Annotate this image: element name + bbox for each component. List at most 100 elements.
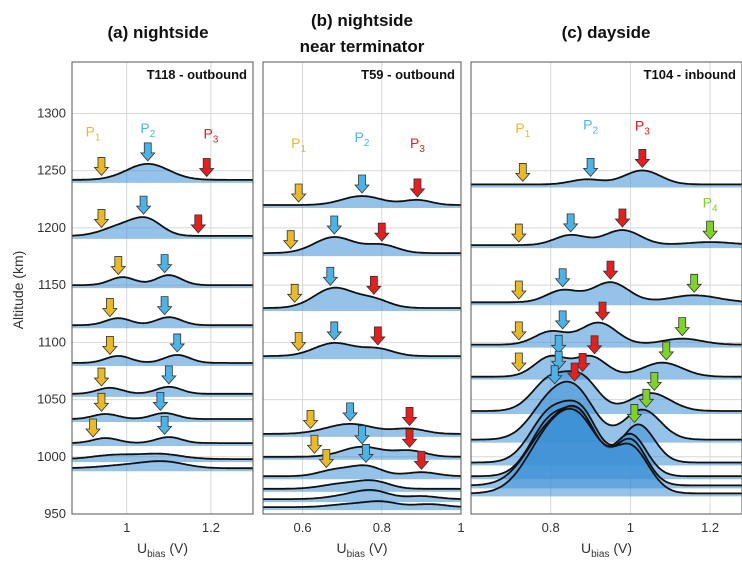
profile-curve	[72, 316, 253, 327]
panel-3: (c) dayside T104 - inbound P1 P2 P3 P4 0.8 1 1.2…	[470, 23, 742, 560]
peak-arrow	[602, 260, 619, 280]
profile-curve	[263, 286, 461, 309]
peak-arrow	[369, 326, 386, 346]
panel-2: (b) nightside near terminator T59 - outbou…	[262, 11, 465, 560]
x-tick-label: 1	[123, 520, 130, 535]
peak-arrow	[510, 280, 527, 300]
profile-curve	[471, 399, 742, 464]
peak-arrow	[554, 268, 571, 288]
peak-arrow	[190, 214, 207, 234]
profile-curve	[471, 380, 742, 441]
peak-arrow	[358, 444, 374, 464]
profile-curve	[263, 500, 461, 508]
peak-arrow	[510, 352, 527, 372]
panel-title: (c) dayside	[562, 23, 651, 42]
x-axis-label: Ubias (V)	[581, 540, 632, 560]
peak-arrow	[326, 215, 343, 235]
profile-curve	[263, 464, 461, 478]
peak-arrow	[102, 335, 118, 355]
peak-label: P3	[635, 118, 650, 138]
peak-label: P3	[203, 126, 218, 146]
profile-fill	[72, 217, 253, 239]
peak-arrow	[594, 301, 611, 321]
peak-arrow	[614, 208, 631, 228]
peak-arrow	[401, 407, 418, 427]
peak-arrow	[342, 402, 359, 422]
profile-fill	[263, 237, 461, 257]
profile-curve	[471, 370, 742, 412]
peak-label: P1	[515, 120, 530, 140]
y-tick-label: 1150	[38, 277, 66, 292]
x-tick-label: 1.2	[202, 520, 220, 535]
x-tick-label: 0.8	[373, 520, 391, 535]
profile-curve	[72, 385, 253, 395]
peak-arrow	[286, 283, 303, 303]
peak-arrow	[326, 321, 343, 341]
profile-fill	[471, 282, 742, 306]
peak-arrow	[93, 392, 110, 412]
profile-curve	[72, 460, 253, 470]
peak-arrow	[85, 418, 101, 438]
plot-frame	[262, 61, 462, 515]
y-tick-label: 1000	[37, 449, 66, 464]
profiles	[471, 149, 742, 497]
profile-curve	[72, 274, 253, 286]
profile-curve	[263, 195, 461, 206]
peak-arrow	[566, 362, 583, 382]
peak-label: P4	[703, 194, 718, 214]
peak-arrow	[93, 367, 110, 387]
profile-fill	[471, 230, 742, 249]
peak-arrow	[318, 449, 335, 469]
flyby-label: T59 - outbound	[361, 67, 455, 82]
peak-arrow	[562, 213, 579, 233]
peak-label: P1	[86, 123, 101, 143]
peak-arrow	[156, 296, 173, 316]
panel-title-line2: near terminator	[300, 37, 425, 56]
peak-label: P2	[355, 129, 370, 149]
peak-label: P2	[140, 120, 155, 140]
profile-fill	[263, 342, 461, 360]
x-tick-label: 1	[457, 520, 464, 535]
panel-1: (a) nightside T118 - outbound P1 P2 P3 1 1.2 Ub…	[71, 23, 254, 560]
peak-arrow	[354, 425, 370, 445]
profile-fill	[471, 170, 742, 188]
peak-arrow	[290, 332, 307, 352]
y-tick-label: 1100	[38, 334, 66, 349]
y-tick-label: 1050	[37, 392, 66, 407]
peak-arrow	[156, 254, 173, 274]
peak-arrow	[110, 256, 127, 276]
x-axis-label: Ubias (V)	[336, 540, 387, 560]
peak-arrow	[135, 195, 152, 215]
profile-curve	[263, 479, 461, 490]
peak-arrow	[102, 298, 118, 318]
profile-curve	[72, 412, 253, 420]
profile-fill	[263, 501, 461, 511]
peak-arrow	[658, 341, 675, 361]
peak-arrow	[198, 158, 215, 178]
x-tick-label: 1	[627, 520, 634, 535]
peak-arrow	[510, 321, 527, 341]
peak-arrow	[586, 335, 603, 355]
profile-curve	[263, 445, 461, 458]
profile-curve	[263, 423, 461, 435]
profiles	[263, 174, 461, 511]
profile-curve	[72, 436, 253, 444]
peak-arrow	[160, 365, 177, 385]
y-tick-label: 1300	[37, 105, 66, 120]
profile-curve	[72, 452, 253, 460]
peak-arrow	[322, 266, 339, 286]
flyby-label: T104 - inbound	[644, 67, 737, 82]
profile-curve	[72, 163, 253, 181]
peak-arrow	[373, 222, 390, 242]
peak-arrow	[550, 350, 567, 370]
profile-fill	[471, 322, 742, 348]
x-tick-label: 0.8	[542, 520, 560, 535]
peak-label: P1	[291, 135, 306, 155]
peak-arrow	[634, 149, 651, 169]
y-tick-label: 1200	[37, 220, 66, 235]
peak-arrow	[686, 273, 703, 293]
peak-arrow	[550, 334, 567, 354]
profile-fill	[72, 453, 253, 463]
y-axis-ticks: 1300 1250 1200 1150 1100 1050 1000 950	[37, 105, 66, 521]
